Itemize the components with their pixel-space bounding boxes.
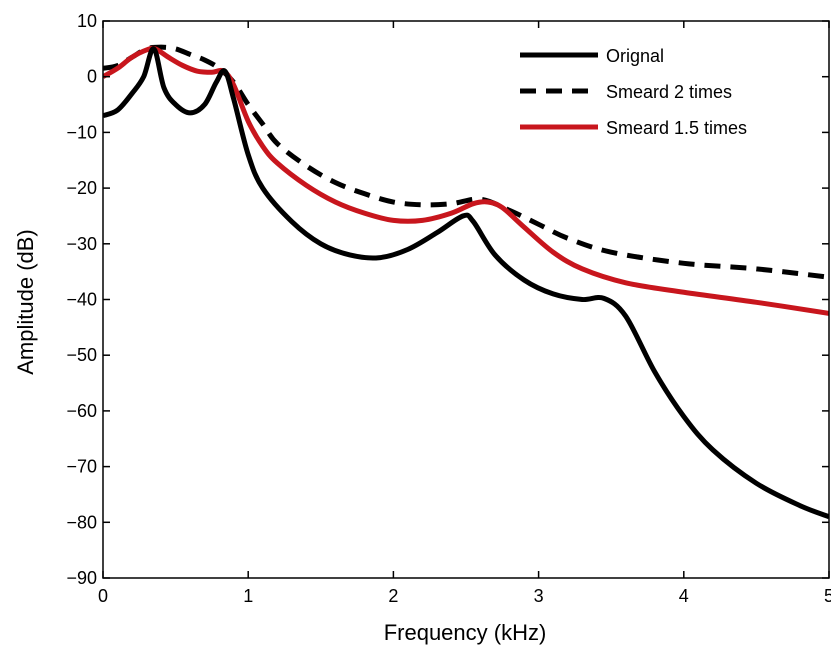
x-tick-label: 2 xyxy=(388,586,398,606)
legend-label-1: Smeard 2 times xyxy=(606,82,732,102)
x-tick-label: 4 xyxy=(679,586,689,606)
y-tick-label: −40 xyxy=(66,290,97,310)
y-tick-label: −50 xyxy=(66,345,97,365)
x-tick-label: 5 xyxy=(824,586,831,606)
legend-label-0: Orignal xyxy=(606,46,664,66)
y-tick-label: −90 xyxy=(66,568,97,588)
y-tick-label: −60 xyxy=(66,401,97,421)
y-tick-label: −20 xyxy=(66,178,97,198)
series-line-2 xyxy=(103,45,829,316)
x-tick-label: 0 xyxy=(98,586,108,606)
axes-layer: 0 1 2 3 4 5 10 0 −10 −20 −30 −40 −50 −60 −70 −80 −90 xyxy=(66,11,831,606)
y-tick-label: 0 xyxy=(87,67,97,87)
legend: Orignal Smeard 2 times Smeard 1.5 times xyxy=(520,46,747,138)
series-layer xyxy=(103,44,829,520)
series-line-1 xyxy=(103,44,829,280)
plot-area xyxy=(103,21,829,578)
x-tick-label: 1 xyxy=(243,586,253,606)
y-axis-label: Amplitude (dB) xyxy=(13,229,38,375)
y-tick-label: −10 xyxy=(66,122,97,142)
y-tick-label: −80 xyxy=(66,512,97,532)
y-tick-label: 10 xyxy=(77,11,97,31)
legend-label-2: Smeard 1.5 times xyxy=(606,118,747,138)
series-line-0 xyxy=(103,46,829,520)
plot-background xyxy=(103,21,829,578)
x-axis-label: Frequency (kHz) xyxy=(384,620,547,645)
y-tick-label: −30 xyxy=(66,234,97,254)
y-tick-label: −70 xyxy=(66,457,97,477)
x-tick-label: 3 xyxy=(534,586,544,606)
